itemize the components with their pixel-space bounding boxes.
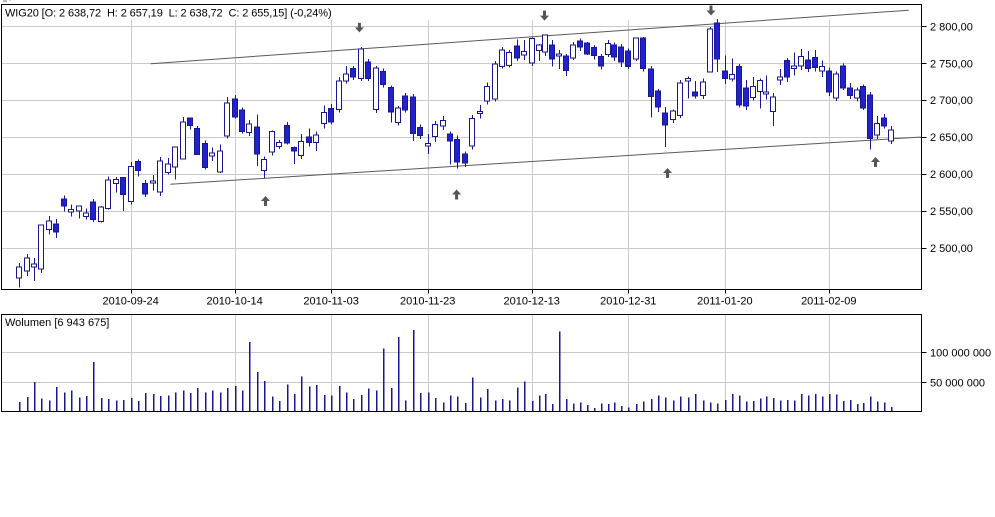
svg-text:100 000 000: 100 000 000 bbox=[930, 347, 991, 359]
svg-text:2 550,00: 2 550,00 bbox=[930, 206, 973, 218]
svg-text:2 650,00: 2 650,00 bbox=[930, 132, 973, 144]
svg-text:2010-12-31: 2010-12-31 bbox=[600, 296, 656, 308]
svg-text:2010-09-24: 2010-09-24 bbox=[102, 296, 158, 308]
svg-text:WIG20 [O: 2 638,72 H: 2 657,1: WIG20 [O: 2 638,72 H: 2 657,19 L: 2 638,… bbox=[5, 8, 332, 20]
svg-text:2010-11-23: 2010-11-23 bbox=[400, 296, 455, 308]
svg-text:2011-02-09: 2011-02-09 bbox=[801, 296, 856, 308]
svg-text:Wolumen [6 943 675]: Wolumen [6 943 675] bbox=[5, 317, 109, 329]
svg-text:2 700,00: 2 700,00 bbox=[930, 95, 973, 107]
svg-text:2 500,00: 2 500,00 bbox=[930, 243, 973, 255]
svg-text:2011-01-20: 2011-01-20 bbox=[697, 296, 752, 308]
svg-text:2010-10-14: 2010-10-14 bbox=[206, 296, 262, 308]
svg-text:2010-12-13: 2010-12-13 bbox=[504, 296, 560, 308]
svg-text:2 800,00: 2 800,00 bbox=[930, 21, 973, 33]
svg-text:2 750,00: 2 750,00 bbox=[930, 58, 973, 70]
svg-text:2010-11-03: 2010-11-03 bbox=[303, 296, 358, 308]
svg-text:2 600,00: 2 600,00 bbox=[930, 169, 973, 181]
svg-text:50 000 000: 50 000 000 bbox=[930, 377, 985, 389]
